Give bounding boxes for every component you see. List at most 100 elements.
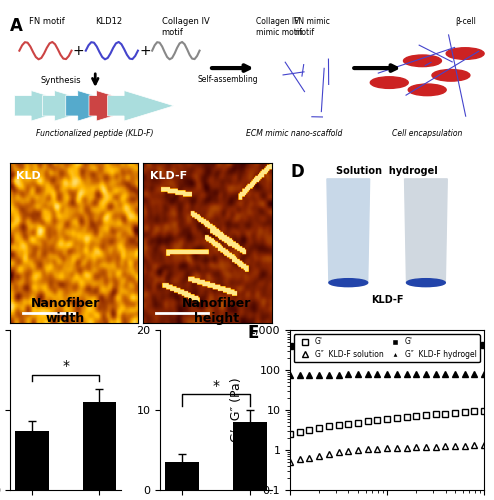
Text: *: *	[212, 378, 220, 392]
Text: +: +	[73, 44, 84, 58]
Text: Functionalized peptide (KLD-F): Functionalized peptide (KLD-F)	[37, 129, 154, 138]
Circle shape	[370, 77, 408, 88]
G'  KLD-F hydrogel	[462, 342, 468, 348]
Polygon shape	[327, 179, 370, 282]
Line: G'  KLD-F hydrogel: G' KLD-F hydrogel	[288, 342, 487, 349]
G''  KLD-F hydrogel	[462, 371, 468, 377]
G'  KLD-F hydrogel	[481, 342, 487, 348]
G'  KLD-F solution	[374, 417, 380, 423]
Line: G''  KLD-F solution: G'' KLD-F solution	[288, 442, 487, 465]
G''  KLD-F hydrogel	[452, 371, 458, 377]
Text: B: B	[10, 163, 23, 181]
Text: FN mimic
motif: FN mimic motif	[294, 18, 330, 36]
G'  KLD-F hydrogel	[345, 343, 351, 349]
G'  KLD-F hydrogel	[297, 343, 303, 349]
Text: D: D	[290, 163, 304, 181]
G''  KLD-F solution	[413, 444, 419, 450]
G'  KLD-F solution	[306, 427, 312, 433]
G'  KLD-F hydrogel	[394, 342, 400, 348]
Text: Solution  hydrogel: Solution hydrogel	[336, 166, 438, 176]
G''  KLD-F solution	[452, 443, 458, 449]
Text: Synthesis: Synthesis	[41, 76, 82, 85]
G'  KLD-F solution	[413, 414, 419, 420]
G'  KLD-F solution	[355, 420, 361, 426]
G''  KLD-F solution	[335, 450, 341, 456]
G''  KLD-F hydrogel	[306, 372, 312, 378]
G'  KLD-F solution	[316, 426, 322, 432]
G''  KLD-F hydrogel	[316, 372, 322, 378]
G''  KLD-F solution	[297, 456, 303, 462]
G'  KLD-F solution	[471, 408, 477, 414]
G'  KLD-F hydrogel	[316, 343, 322, 349]
G'  KLD-F solution	[442, 410, 448, 416]
G''  KLD-F solution	[471, 442, 477, 448]
Title: Nanofiber
width: Nanofiber width	[31, 297, 100, 325]
Polygon shape	[405, 179, 447, 282]
G'  KLD-F hydrogel	[404, 342, 410, 348]
Text: Cell encapsulation: Cell encapsulation	[392, 129, 462, 138]
G''  KLD-F hydrogel	[423, 371, 429, 377]
G''  KLD-F solution	[442, 443, 448, 449]
G'  KLD-F hydrogel	[374, 342, 380, 348]
G''  KLD-F solution	[345, 448, 351, 454]
G''  KLD-F hydrogel	[471, 371, 477, 377]
G''  KLD-F solution	[423, 444, 429, 450]
Text: KLD-F: KLD-F	[371, 296, 403, 306]
G''  KLD-F solution	[316, 453, 322, 459]
G'  KLD-F hydrogel	[287, 343, 293, 349]
Text: E: E	[247, 324, 259, 342]
Text: KLD: KLD	[16, 171, 41, 181]
G'  KLD-F hydrogel	[326, 343, 332, 349]
G'  KLD-F hydrogel	[442, 342, 448, 348]
Text: KLD-F: KLD-F	[150, 171, 187, 181]
G'  KLD-F solution	[462, 409, 468, 415]
G'  KLD-F hydrogel	[335, 343, 341, 349]
G''  KLD-F solution	[374, 446, 380, 452]
Text: KLD12: KLD12	[95, 18, 123, 26]
G'  KLD-F hydrogel	[433, 342, 439, 348]
Text: Collagen IV
motif: Collagen IV motif	[162, 18, 209, 36]
G''  KLD-F solution	[355, 447, 361, 453]
Text: +: +	[139, 44, 151, 58]
G'  KLD-F solution	[345, 421, 351, 427]
Bar	[165, 462, 199, 490]
Text: Collagen IV
mimic motif: Collagen IV mimic motif	[256, 18, 302, 36]
Legend: G', G″  KLD-F solution, G', G″  KLD-F hydrogel: G', G″ KLD-F solution, G', G″ KLD-F hydr…	[294, 334, 480, 362]
Text: Self-assembling: Self-assembling	[198, 76, 258, 84]
G'  KLD-F solution	[297, 429, 303, 435]
FancyBboxPatch shape	[42, 90, 104, 121]
G'  KLD-F solution	[433, 412, 439, 418]
G'  KLD-F solution	[384, 416, 390, 422]
Text: FN motif: FN motif	[29, 18, 65, 26]
G'  KLD-F hydrogel	[306, 343, 312, 349]
G''  KLD-F solution	[326, 451, 332, 457]
G'  KLD-F hydrogel	[365, 343, 370, 349]
Circle shape	[432, 70, 470, 81]
G'  KLD-F solution	[335, 422, 341, 428]
G''  KLD-F hydrogel	[384, 371, 390, 377]
Bar	[15, 431, 49, 490]
G'  KLD-F solution	[452, 410, 458, 416]
G''  KLD-F solution	[433, 444, 439, 450]
G''  KLD-F hydrogel	[404, 371, 410, 377]
G''  KLD-F hydrogel	[442, 371, 448, 377]
G'  KLD-F hydrogel	[423, 342, 429, 348]
Title: Nanofiber
height: Nanofiber height	[181, 297, 251, 325]
Text: β-cell: β-cell	[455, 18, 477, 26]
Circle shape	[408, 84, 446, 96]
G'  KLD-F solution	[365, 418, 370, 424]
G''  KLD-F hydrogel	[335, 372, 341, 378]
Ellipse shape	[329, 278, 368, 286]
G''  KLD-F hydrogel	[287, 372, 293, 378]
G''  KLD-F hydrogel	[413, 371, 419, 377]
Circle shape	[404, 55, 442, 66]
Ellipse shape	[407, 278, 445, 286]
G'  KLD-F hydrogel	[384, 342, 390, 348]
G'  KLD-F hydrogel	[471, 342, 477, 348]
G''  KLD-F solution	[404, 444, 410, 450]
G''  KLD-F solution	[481, 442, 487, 448]
G''  KLD-F hydrogel	[481, 371, 487, 377]
G'  KLD-F hydrogel	[355, 343, 361, 349]
FancyBboxPatch shape	[108, 90, 174, 121]
FancyBboxPatch shape	[89, 90, 146, 121]
